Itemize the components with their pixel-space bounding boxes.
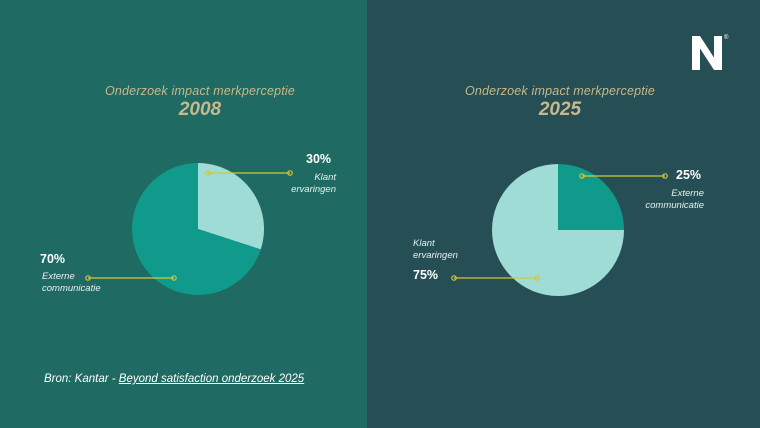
registered-mark: ® [724,34,729,41]
chart1-leader-line-2 [85,275,177,281]
chart1-slice2-value: 70% [40,252,66,266]
chart1-title: Onderzoek impact merkperceptie [104,84,296,98]
chart2-slice2-value: 75% [413,268,439,282]
chart1-year: 2008 [178,99,222,120]
chart2-slice2-label: Klant ervaringen [413,238,458,261]
chart1-slice-1 [198,163,265,250]
chart2-year: 2025 [538,99,582,120]
chart2-leader-line-2 [451,275,540,281]
chart2-title: Onderzoek impact merkperceptie [464,84,656,98]
chart2-leader-line-1 [579,173,668,179]
source-note: Bron: Kantar - Beyond satisfaction onder… [44,373,304,385]
brand-logo: ® [692,34,729,70]
chart1-slice-2 [132,163,261,296]
chart2-slice-1 [558,164,624,230]
chart2-slice1-value: 25% [676,168,702,182]
source-prefix: Bron: Kantar - [44,373,119,385]
source-link[interactable]: Beyond satisfaction onderzoek 2025 [118,373,305,385]
n-logo-icon [692,36,722,70]
chart1-slice1-value: 30% [306,152,332,166]
chart2-slice1-label: Externe communicatie [645,188,704,211]
chart1-leader-line-1 [205,170,293,176]
chart2-slice-2 [492,164,624,296]
chart1-slice2-label: Externe communicatie [42,271,101,294]
chart1-slice1-label: Klant ervaringen [291,172,336,195]
